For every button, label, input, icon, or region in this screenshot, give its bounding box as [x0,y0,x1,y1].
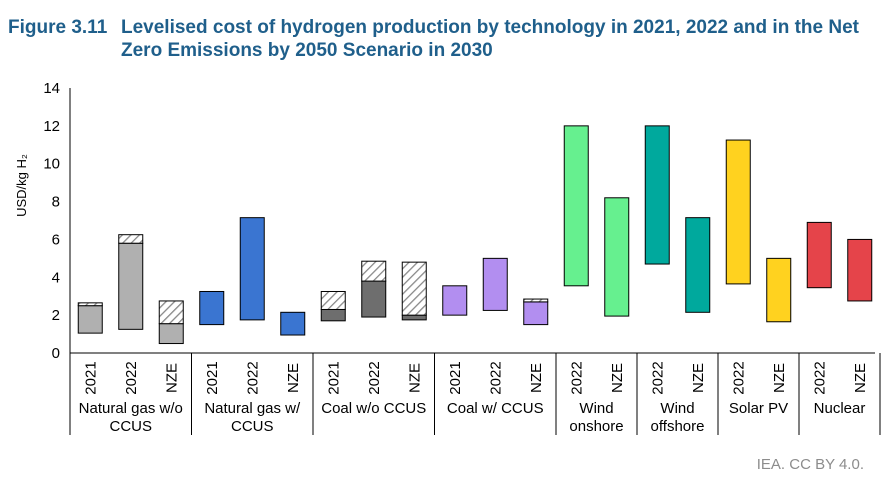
group-label: onshore [569,418,623,435]
group-label: CCUS [109,418,152,435]
bar-upper-range [118,234,144,244]
x-tick-label: 2022 [487,361,504,394]
x-tick-label: 2022 [649,361,666,394]
x-tick-label: NZE [406,363,423,393]
group-label: Natural gas w/o [79,400,183,417]
group-label: Solar PV [729,400,788,417]
bar-upper-range [361,260,387,282]
y-tick-label: 14 [43,80,60,97]
group-label: Coal w/ CCUS [447,400,544,417]
x-tick-label: NZE [609,363,626,393]
bar-range [644,125,670,265]
x-tick-label: 2021 [325,361,342,394]
y-tick-label: 6 [52,231,60,248]
bar-range [442,285,468,316]
credit-note: IEA. CC BY 4.0. [756,456,864,473]
group-label: Nuclear [814,400,866,417]
y-tick-label: 0 [52,345,60,362]
bar-upper-range [523,298,549,303]
x-tick-label: 2021 [447,361,464,394]
y-tick-label: 4 [52,269,60,286]
x-tick-label: NZE [163,363,180,393]
bar-range [118,242,144,330]
bar-upper-range [158,300,184,325]
x-tick-label: 2022 [730,361,747,394]
bar-range [482,257,508,311]
y-tick-label: 10 [43,156,60,173]
bar-range [685,217,711,313]
group-label: offshore [651,418,705,435]
bar-range [77,305,103,334]
y-axis-title: USD/kg H₂ [14,154,29,217]
bar-range [361,280,387,318]
bar-range [239,217,265,321]
x-tick-label: 2021 [82,361,99,394]
x-tick-label: NZE [528,363,545,393]
x-tick-label: 2022 [366,361,383,394]
x-tick-label: 2022 [244,361,261,394]
bar-range [847,238,873,302]
x-tick-label: 2022 [811,361,828,394]
bar-upper-range [77,302,103,307]
x-tick-label: 2022 [123,361,140,394]
bar-range [199,290,225,326]
figure-number: Figure 3.11 [8,17,108,38]
bar-range [158,323,184,345]
bar-range [320,308,346,322]
x-tick-label: 2022 [568,361,585,394]
figure-title-text: Levelised cost of hydrogen production by… [121,17,859,61]
y-tick-label: 8 [52,194,60,211]
hydrogen-cost-chart: 0 2 4 6 8 10 12 14 USD/kg H₂ 2021 2022 NZE Natural g… [14,80,881,435]
bar-range [806,221,832,289]
bar-range [766,257,792,323]
bar-range [523,301,549,326]
group-label: Natural gas w/ [204,400,301,417]
group-label: Wind [579,400,613,417]
x-tick-label: 2021 [204,361,221,394]
bar-range [604,197,630,317]
bar-range [280,311,306,336]
x-tick-label: NZE [285,363,302,393]
bar-range [725,139,751,285]
y-tick-label: 12 [43,118,60,135]
x-tick-label: NZE [690,363,707,393]
group-label: Wind [660,400,694,417]
bar-upper-range [401,261,427,316]
bar-range [401,314,427,321]
group-label: CCUS [231,418,274,435]
group-label: Coal w/o CCUS [321,400,426,417]
x-tick-label: NZE [852,363,869,393]
bar-range [563,125,589,287]
bar-upper-range [320,290,346,310]
y-tick-label: 2 [52,307,60,324]
x-tick-label: NZE [771,363,788,393]
